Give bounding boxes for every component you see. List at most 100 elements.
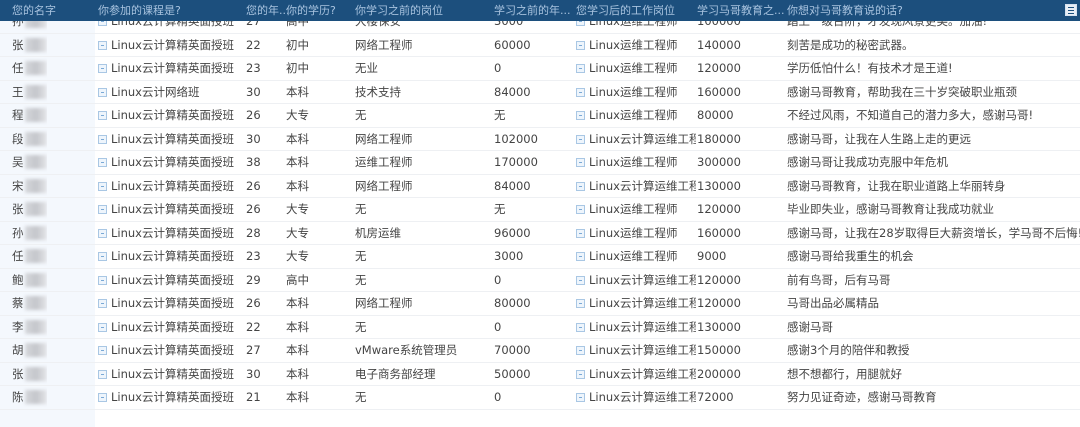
course-cell: Linux云计算精英面授班: [98, 363, 234, 386]
prev-job-cell: 网络工程师: [355, 128, 413, 151]
expand-icon[interactable]: [98, 393, 107, 402]
prev-salary-cell-text: 60000: [494, 37, 531, 52]
prev-salary-cell: 0: [494, 386, 501, 409]
table-row[interactable]: 张 Linux云计算精英面授班 30 本科 电子商务部经理 50000 Linux云计算运维…: [0, 363, 1080, 386]
expand-icon[interactable]: [576, 275, 585, 285]
table-row[interactable]: 蔡 Linux云计算精英面授班 26 本科 网络工程师 80000 Linux云计算运维工程…: [0, 292, 1080, 316]
words-cell-text: 感谢马哥让我成功克服中年危机: [787, 155, 948, 169]
expand-icon[interactable]: [576, 181, 585, 191]
prev-salary-cell: 80000: [494, 292, 531, 315]
expand-icon[interactable]: [98, 205, 107, 214]
prev-salary-cell: 84000: [494, 81, 531, 104]
education-cell-text: 本科: [286, 319, 309, 334]
table-row[interactable]: 宋 Linux云计算精英面授班 26 本科 网络工程师 84000 Linux云计算运维工程…: [0, 175, 1080, 198]
header-new-salary[interactable]: 学习马哥教育之...: [697, 4, 785, 17]
age-cell: 26: [246, 292, 261, 315]
table-row[interactable]: 吴 Linux云计算精英面授班 38 本科 运维工程师 170000 Linux运维工程师 3…: [0, 151, 1080, 175]
expand-icon[interactable]: [576, 134, 585, 144]
age-cell-text: 26: [246, 202, 261, 216]
header-education[interactable]: 你的学历?: [286, 4, 336, 17]
expand-icon[interactable]: [576, 158, 585, 167]
table-row[interactable]: 张 Linux云计算精英面授班 26 大专 无 无 Linux运维工程师 120000 毕业即失…: [0, 198, 1080, 222]
expand-icon[interactable]: [576, 346, 585, 355]
age-cell: 38: [246, 151, 261, 174]
header-prev-job[interactable]: 你学习之前的岗位: [355, 4, 443, 17]
table-row[interactable]: 胡 Linux云计算精英面授班 27 本科 vMware系统管理员 70000 Linux云…: [0, 339, 1080, 363]
new-job-cell: Linux运维工程师: [576, 34, 696, 57]
prev-salary-cell-text: 50000: [494, 366, 531, 381]
table-row[interactable]: 段 Linux云计算精英面授班 30 本科 网络工程师 102000 Linux云计算运维工…: [0, 128, 1080, 151]
new-salary-cell: 180000: [697, 128, 741, 151]
expand-icon[interactable]: [576, 87, 585, 97]
course-cell-text: Linux云计算精英面授班: [111, 390, 234, 404]
table-row[interactable]: 任 Linux云计算精英面授班 23 大专 无 3000 Linux运维工程师 9000 感谢马…: [0, 245, 1080, 269]
new-job-cell: Linux运维工程师: [576, 104, 696, 127]
expand-icon[interactable]: [98, 252, 107, 261]
expand-icon[interactable]: [98, 275, 107, 285]
new-job-cell-text: Linux云计算运维工程师: [589, 343, 696, 357]
table-row[interactable]: 陈 Linux云计算精英面授班 21 本科 无 0 Linux云计算运维工程师72000 努力…: [0, 386, 1080, 410]
age-cell: 30: [246, 81, 261, 104]
new-salary-cell: 130000: [697, 316, 741, 339]
list-icon[interactable]: [1065, 4, 1077, 16]
name-cell: 程: [12, 104, 47, 127]
words-cell: 感谢马哥给我重生的机会: [787, 245, 914, 268]
blurred-name-mask: [24, 202, 47, 216]
expand-icon[interactable]: [98, 181, 107, 191]
header-name[interactable]: 您的名字: [12, 4, 56, 17]
blurred-name-mask: [24, 108, 47, 122]
prev-salary-cell: 0: [494, 269, 501, 292]
header-prev-salary[interactable]: 学习之前的年...: [494, 4, 571, 17]
prev-job-cell-text: 无: [355, 319, 367, 334]
expand-icon[interactable]: [98, 299, 107, 308]
table-row[interactable]: 程 Linux云计算精英面授班 26 大专 无 无 Linux运维工程师 80000 不经过风雨…: [0, 104, 1080, 128]
new-job-cell: Linux运维工程师: [576, 198, 696, 221]
expand-icon[interactable]: [576, 64, 585, 73]
expand-icon[interactable]: [576, 369, 585, 379]
expand-icon[interactable]: [98, 228, 107, 238]
new-salary-cell: 300000: [697, 151, 741, 174]
expand-icon[interactable]: [576, 252, 585, 261]
header-new-job[interactable]: 您学习后的工作岗位: [576, 4, 675, 17]
header-course[interactable]: 你参加的课程是?: [98, 4, 181, 17]
blurred-name-mask: [24, 37, 47, 52]
expand-icon[interactable]: [576, 205, 585, 214]
expand-icon[interactable]: [576, 40, 585, 50]
table-row[interactable]: 孙 Linux云计算精英面授班 28 大专 机房运维 96000 Linux运维工程师 160…: [0, 222, 1080, 245]
education-cell-text: 高中: [286, 272, 309, 287]
education-cell-text: 本科: [286, 131, 309, 146]
expand-icon[interactable]: [576, 322, 585, 332]
expand-icon[interactable]: [576, 111, 585, 120]
prev-salary-cell: 50000: [494, 363, 531, 386]
prev-job-cell: 无: [355, 269, 367, 292]
expand-icon[interactable]: [576, 228, 585, 238]
words-cell: 感谢马哥教育，帮助我在三十岁突破职业瓶颈: [787, 81, 1017, 104]
expand-icon[interactable]: [576, 393, 585, 402]
course-cell: Linux云计算精英面授班: [98, 245, 234, 268]
expand-icon[interactable]: [98, 87, 107, 97]
words-cell-text: 刻苦是成功的秘密武器。: [787, 37, 914, 52]
age-cell-text: 22: [246, 37, 261, 52]
expand-icon[interactable]: [98, 322, 107, 332]
expand-icon[interactable]: [98, 134, 107, 144]
education-cell: 大专: [286, 198, 309, 221]
header-age[interactable]: 您的年...: [246, 4, 290, 17]
table-row[interactable]: 张 Linux云计算精英面授班 22 初中 网络工程师 60000 Linux运维工程师 14…: [0, 34, 1080, 57]
table-row[interactable]: 王 Linux云计网络班 30 本科 技术支持 84000 Linux运维工程师 160000…: [0, 81, 1080, 104]
header-words[interactable]: 你想对马哥教育说的话?: [787, 4, 903, 17]
expand-icon[interactable]: [98, 111, 107, 120]
expand-icon[interactable]: [98, 369, 107, 379]
expand-icon[interactable]: [98, 346, 107, 355]
expand-icon[interactable]: [98, 64, 107, 73]
course-cell: Linux云计算精英面授班: [98, 175, 234, 198]
new-job-cell: Linux云计算运维工程师: [576, 269, 696, 292]
table-row[interactable]: 任 Linux云计算精英面授班 23 初中 无业 0 Linux运维工程师 120000 学历低…: [0, 57, 1080, 81]
expand-icon[interactable]: [98, 40, 107, 50]
expand-icon[interactable]: [98, 158, 107, 167]
table-row[interactable]: 李 Linux云计算精英面授班 22 本科 无 0 Linux云计算运维工程师130000 感…: [0, 316, 1080, 339]
age-cell-text: 22: [246, 319, 261, 334]
course-cell: Linux云计算精英面授班: [98, 104, 234, 127]
prev-salary-cell-text: 84000: [494, 178, 531, 193]
expand-icon[interactable]: [576, 299, 585, 308]
table-row[interactable]: 鲍 Linux云计算精英面授班 29 高中 无 0 Linux云计算运维工程师120000 前…: [0, 269, 1080, 292]
